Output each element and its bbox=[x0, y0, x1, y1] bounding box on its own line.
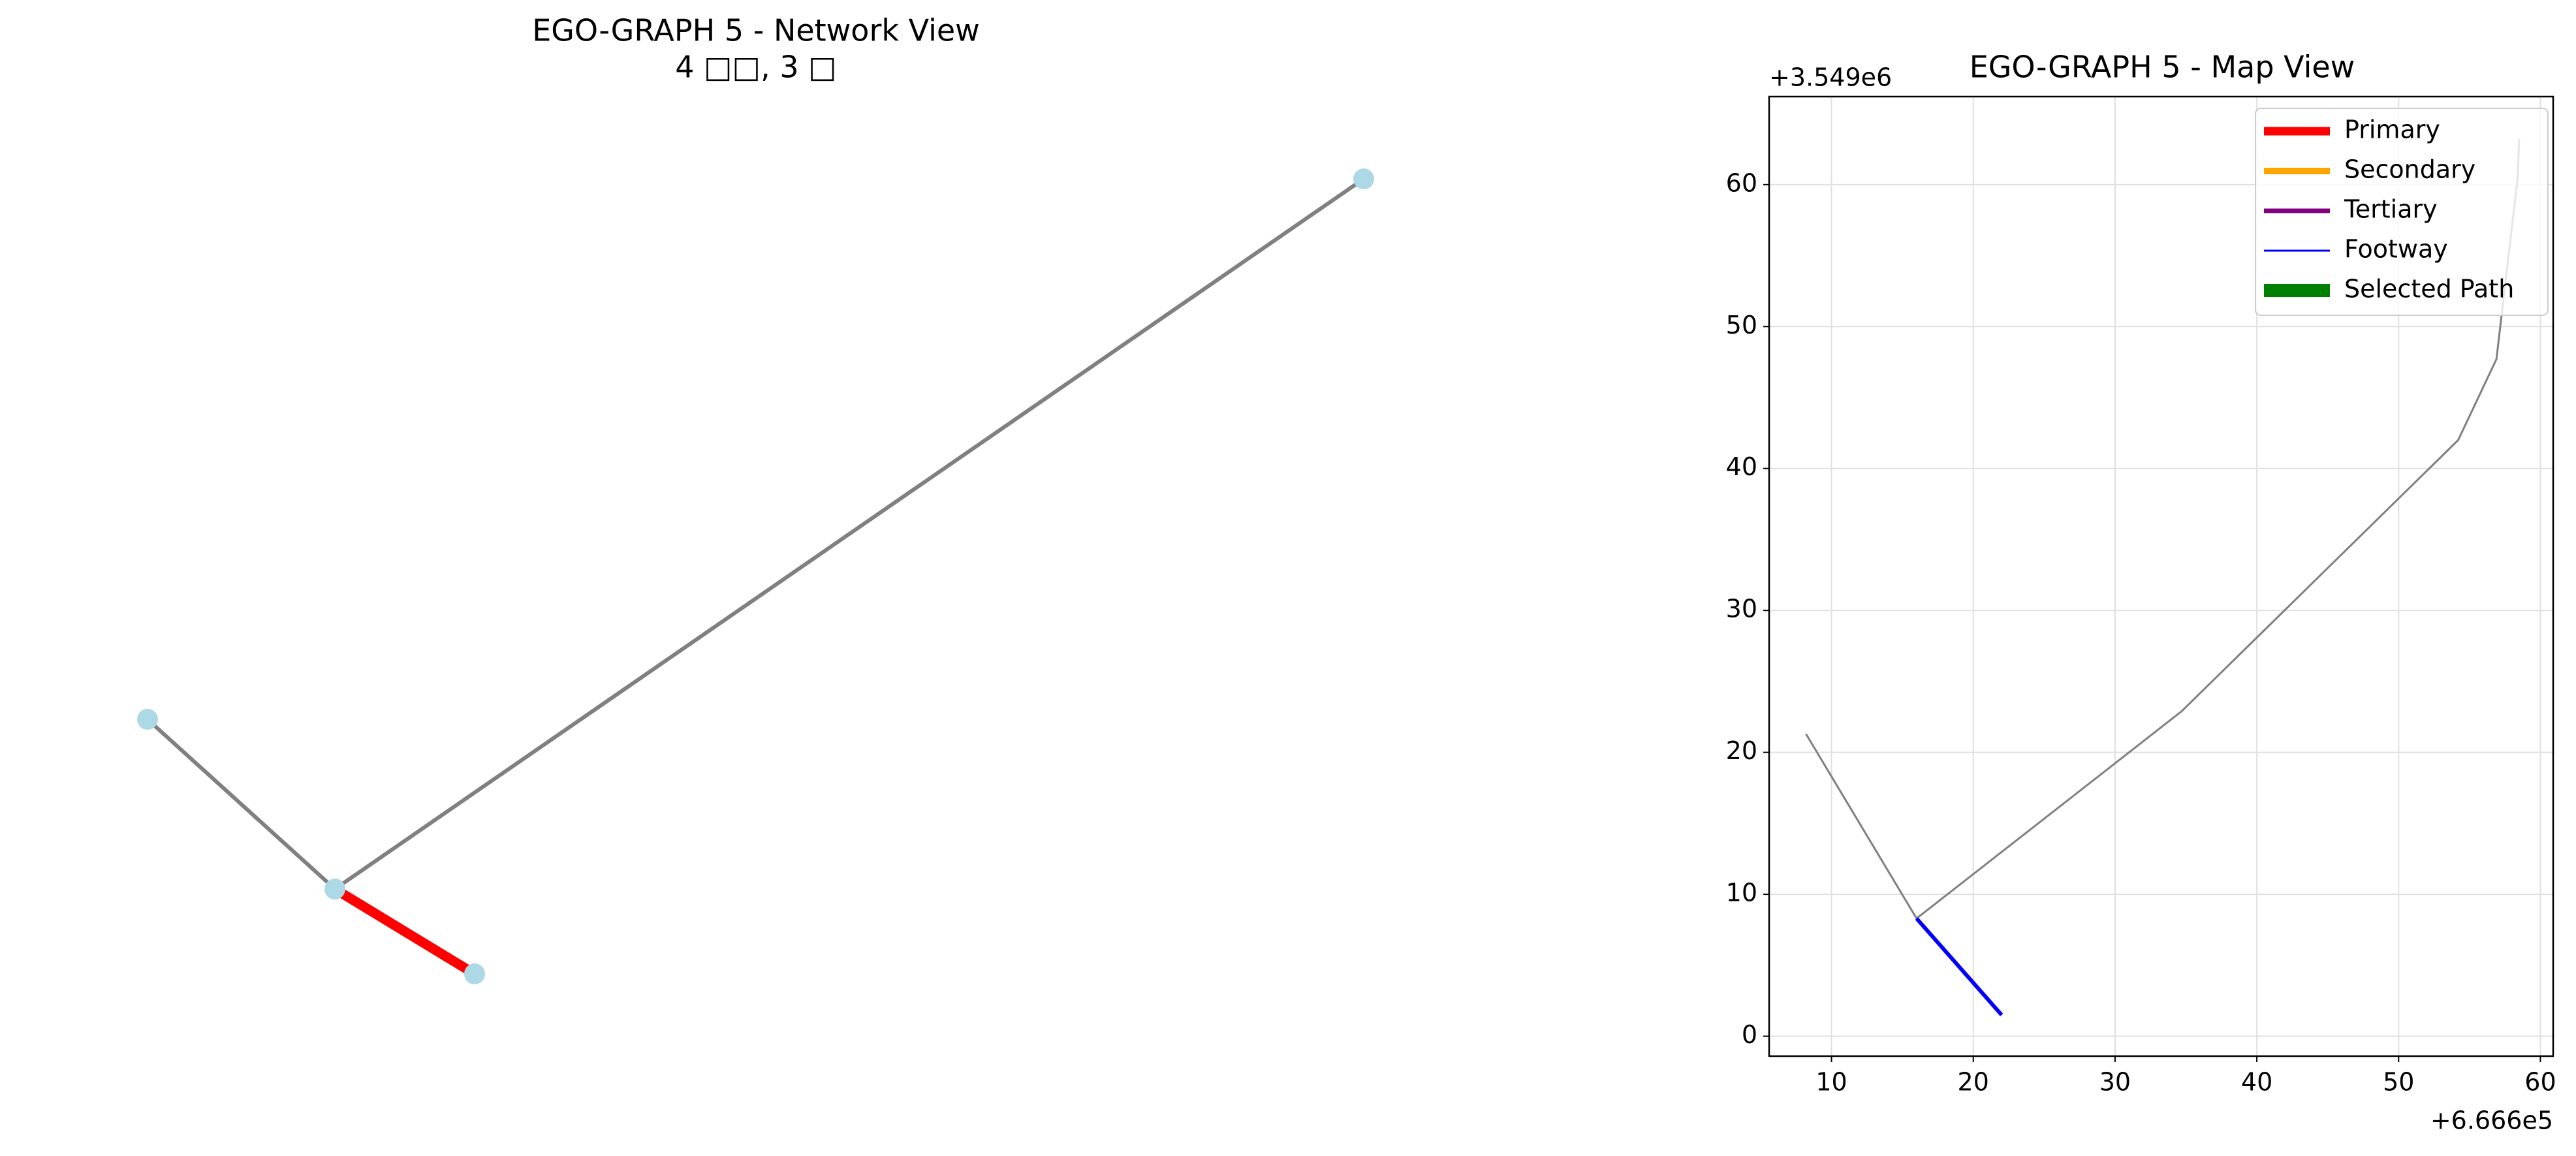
legend-label: Selected Path bbox=[2344, 275, 2514, 304]
legend-label: Primary bbox=[2344, 116, 2440, 144]
edge bbox=[146, 717, 337, 891]
y-tick-label: 0 bbox=[1742, 1020, 1757, 1049]
node bbox=[464, 963, 485, 984]
node bbox=[137, 709, 158, 730]
y-tick-label: 10 bbox=[1726, 879, 1757, 907]
y-tick-label: 20 bbox=[1726, 736, 1757, 765]
node bbox=[324, 879, 345, 899]
series-line bbox=[1805, 733, 1918, 919]
y-tick-label: 40 bbox=[1726, 452, 1757, 481]
legend-label: Tertiary bbox=[2344, 195, 2438, 224]
network bbox=[137, 168, 1374, 984]
x-tick-label: 10 bbox=[1815, 1068, 1847, 1097]
network-subtitle: 4 □□, 3 □ bbox=[675, 50, 836, 85]
x-offset-label: +6.666e5 bbox=[2430, 1106, 2553, 1135]
y-tick-label: 30 bbox=[1726, 595, 1757, 623]
x-tick-label: 60 bbox=[2524, 1068, 2556, 1097]
x-tick-label: 30 bbox=[2099, 1068, 2131, 1097]
y-tick-label: 60 bbox=[1726, 168, 1757, 197]
network-title: EGO-GRAPH 5 - Network View bbox=[532, 13, 980, 48]
legend-label: Secondary bbox=[2344, 155, 2475, 184]
legend-label: Footway bbox=[2344, 235, 2448, 264]
y-tick-label: 50 bbox=[1726, 311, 1757, 339]
map-title: EGO-GRAPH 5 - Map View bbox=[1970, 50, 2355, 85]
series-line bbox=[1915, 917, 2003, 1016]
x-tick-label: 40 bbox=[2241, 1068, 2272, 1097]
edge bbox=[334, 177, 1365, 891]
x-tick-label: 50 bbox=[2383, 1068, 2414, 1097]
node bbox=[1353, 168, 1374, 189]
x-tick-label: 20 bbox=[1958, 1068, 1989, 1097]
axes-frame bbox=[1768, 95, 2554, 1057]
legend-frame bbox=[2255, 108, 2549, 316]
legend: Primary Secondary Tertiary Footway Selected … bbox=[2255, 108, 2549, 316]
y-offset-label: +3.549e6 bbox=[1769, 63, 1892, 92]
edge bbox=[332, 884, 477, 978]
